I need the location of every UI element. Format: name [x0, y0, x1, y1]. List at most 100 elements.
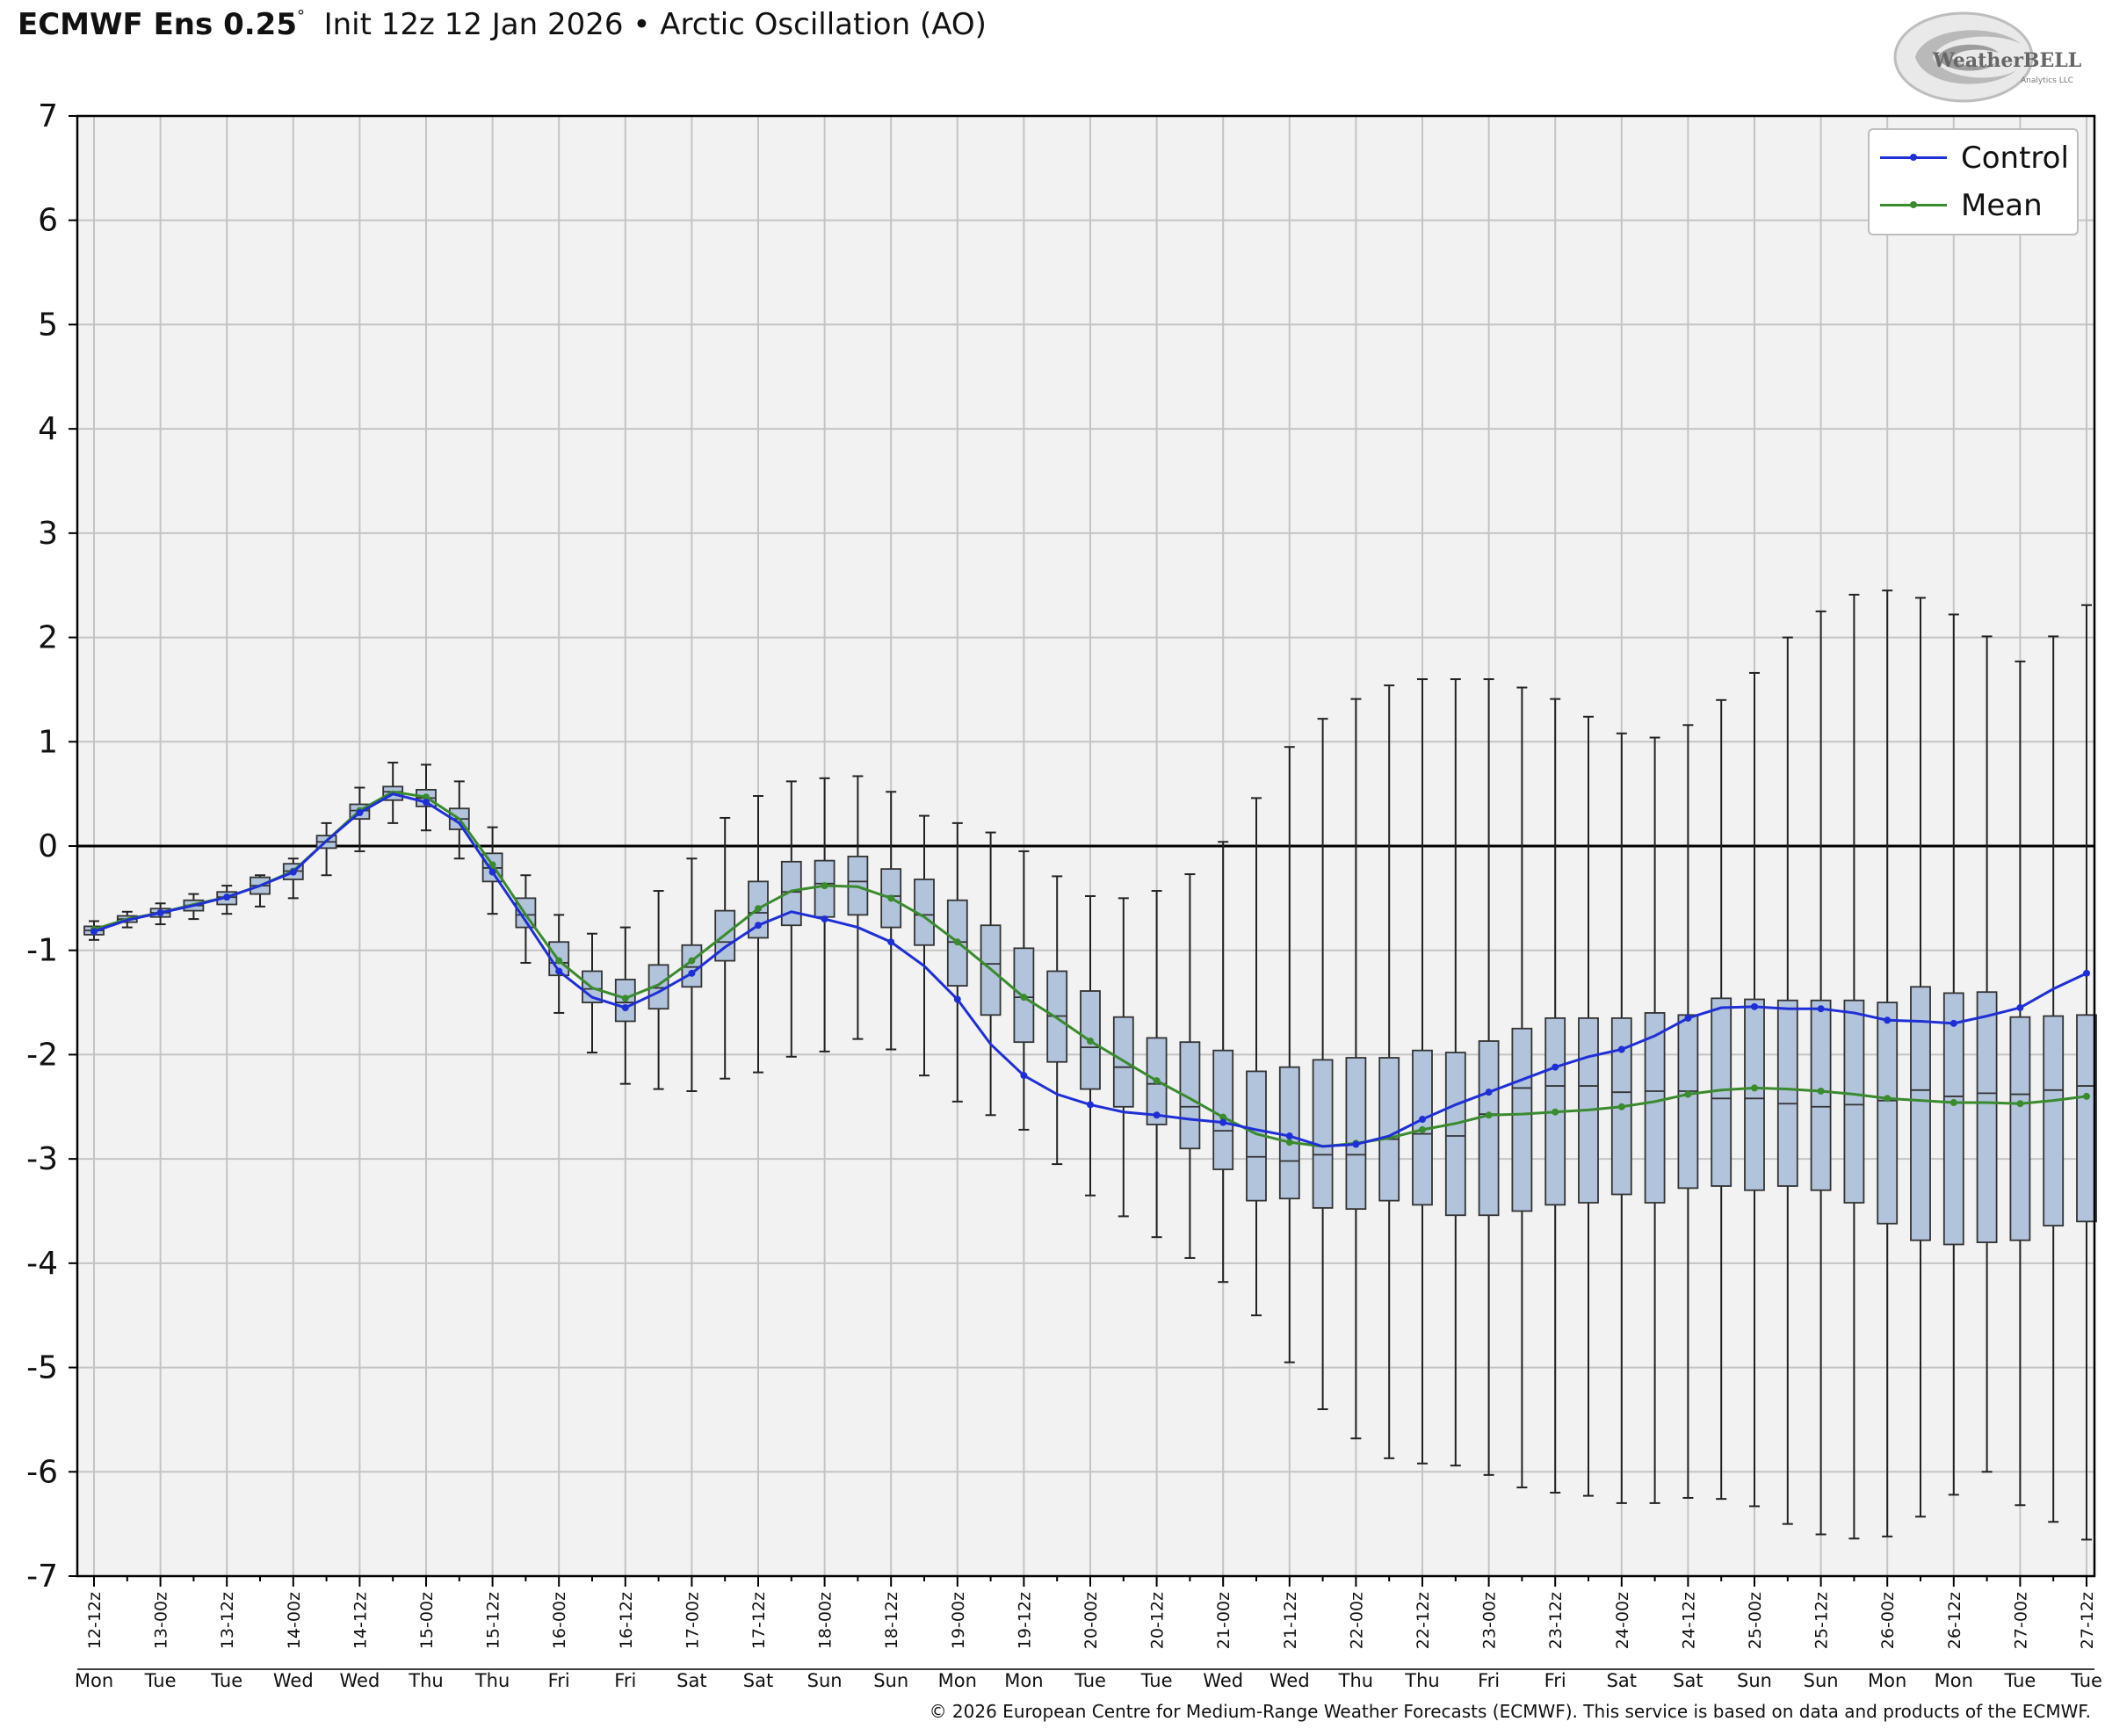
- series-point-control: [1419, 1116, 1426, 1124]
- y-tick-label: -2: [26, 1037, 58, 1073]
- legend-mean-label: Mean: [1961, 188, 2043, 223]
- series-point-mean: [1552, 1108, 1559, 1116]
- ensemble-box: [1843, 999, 1865, 1204]
- x-day-label: Tue: [144, 1670, 177, 1691]
- init-time: Init 12z 12 Jan 2026: [323, 7, 624, 42]
- series-point-control: [1684, 1014, 1692, 1022]
- x-tick-label: 20-00z: [1081, 1592, 1101, 1649]
- ensemble-box: [1677, 1014, 1699, 1190]
- x-day-label: Wed: [340, 1670, 380, 1691]
- x-day-label: Mon: [1004, 1670, 1043, 1691]
- y-tick-label: 6: [38, 203, 58, 239]
- series-point-mean: [887, 894, 895, 902]
- series-point-mean: [555, 957, 563, 965]
- y-tick-label: 1: [38, 724, 58, 760]
- x-day-label: Tue: [2070, 1670, 2102, 1691]
- series-point-control: [289, 868, 297, 876]
- series-point-mean: [423, 793, 430, 801]
- index-name: Arctic Oscillation (AO): [660, 7, 987, 42]
- legend-control-marker: [1910, 154, 1917, 161]
- ensemble-box: [1478, 1040, 1500, 1217]
- x-tick-label: 26-12z: [1945, 1592, 1964, 1649]
- y-tick-label: -6: [26, 1454, 58, 1490]
- x-day-label: Wed: [273, 1670, 314, 1691]
- y-tick-label: 3: [38, 516, 58, 552]
- series-point-control: [1153, 1111, 1161, 1119]
- degree-mark: °: [296, 7, 305, 25]
- x-tick-label: 13-00z: [152, 1592, 171, 1649]
- x-tick-label: 17-00z: [683, 1592, 702, 1649]
- series-point-mean: [2016, 1100, 2024, 1108]
- x-day-label: Sun: [1737, 1670, 1772, 1691]
- x-tick-label: 23-00z: [1480, 1592, 1500, 1649]
- x-tick-label: 16-00z: [550, 1592, 569, 1649]
- x-tick-label: 18-12z: [882, 1592, 901, 1649]
- chart-legend: Control Mean: [1868, 128, 2079, 235]
- x-day-label: Tue: [2003, 1670, 2036, 1691]
- ensemble-box: [1212, 1049, 1234, 1170]
- x-day-label: Sat: [676, 1670, 706, 1691]
- series-point-mean: [688, 957, 696, 965]
- series-point-mean: [621, 995, 629, 1002]
- copyright-notice: © 2026 European Centre for Medium-Range …: [929, 1701, 2091, 1722]
- x-tick-label: 27-12z: [2078, 1592, 2097, 1649]
- series-point-mean: [1617, 1103, 1625, 1110]
- x-day-label: Mon: [1868, 1670, 1906, 1691]
- series-point-mean: [1087, 1037, 1094, 1045]
- y-tick-label: -5: [26, 1350, 58, 1386]
- x-tick-label: 17-12z: [749, 1592, 769, 1649]
- x-day-label: Fri: [1478, 1670, 1500, 1691]
- series-point-control: [156, 908, 164, 916]
- x-day-label: Thu: [1404, 1670, 1439, 1691]
- ensemble-box: [1312, 1059, 1334, 1209]
- x-tick-label: 24-00z: [1613, 1592, 1632, 1649]
- series-point-mean: [1751, 1084, 1758, 1092]
- series-point-control: [1087, 1101, 1094, 1109]
- ensemble-box: [1644, 1012, 1666, 1204]
- series-point-control: [223, 893, 231, 901]
- x-tick-label: 15-12z: [484, 1592, 503, 1649]
- series-point-mean: [755, 905, 762, 913]
- x-day-label: Thu: [1338, 1670, 1373, 1691]
- series-point-mean: [488, 861, 496, 869]
- ensemble-box: [1744, 998, 1765, 1191]
- x-day-label: Sun: [1804, 1670, 1839, 1691]
- ensemble-box: [1910, 986, 1931, 1241]
- ensemble-box: [2009, 1016, 2031, 1241]
- series-point-control: [1817, 1005, 1825, 1013]
- x-day-label: Sun: [807, 1670, 843, 1691]
- x-day-label: Sat: [1673, 1670, 1703, 1691]
- x-tick-label: 21-12z: [1281, 1592, 1300, 1649]
- series-point-mean: [2083, 1092, 2090, 1100]
- series-point-control: [887, 938, 895, 946]
- y-tick-label: -1: [26, 933, 58, 969]
- ensemble-box: [2076, 1014, 2097, 1223]
- x-day-label: Wed: [1270, 1670, 1310, 1691]
- y-tick-label: 4: [38, 411, 58, 447]
- x-tick-label: 14-12z: [351, 1592, 370, 1649]
- series-point-mean: [1684, 1090, 1692, 1098]
- series-point-control: [1552, 1063, 1559, 1071]
- svg-text:WeatherBELL: WeatherBELL: [1932, 49, 2081, 72]
- x-tick-label: 25-12z: [1812, 1592, 1832, 1649]
- plot-frame: [76, 114, 2096, 1578]
- series-point-control: [488, 868, 496, 876]
- model-name: ECMWF Ens 0.25: [18, 7, 297, 42]
- x-tick-label: 21-00z: [1214, 1592, 1233, 1649]
- x-tick-label: 27-00z: [2011, 1592, 2030, 1649]
- series-point-control: [1617, 1045, 1625, 1053]
- y-tick-label: 7: [38, 98, 58, 134]
- x-tick-label: 18-00z: [816, 1592, 835, 1649]
- series-point-control: [688, 969, 696, 977]
- ensemble-box: [780, 860, 802, 927]
- series-point-mean: [1485, 1111, 1493, 1119]
- x-tick-label: 14-00z: [285, 1592, 304, 1649]
- ensemble-box: [1511, 1027, 1533, 1212]
- x-day-label: Tue: [1140, 1670, 1173, 1691]
- x-day-label: Thu: [474, 1670, 510, 1691]
- series-point-control: [555, 967, 563, 975]
- x-tick-label: 23-12z: [1546, 1592, 1566, 1649]
- x-tick-label: 15-00z: [417, 1592, 437, 1649]
- ensemble-box: [1444, 1052, 1466, 1217]
- x-tick-label: 20-12z: [1148, 1592, 1168, 1649]
